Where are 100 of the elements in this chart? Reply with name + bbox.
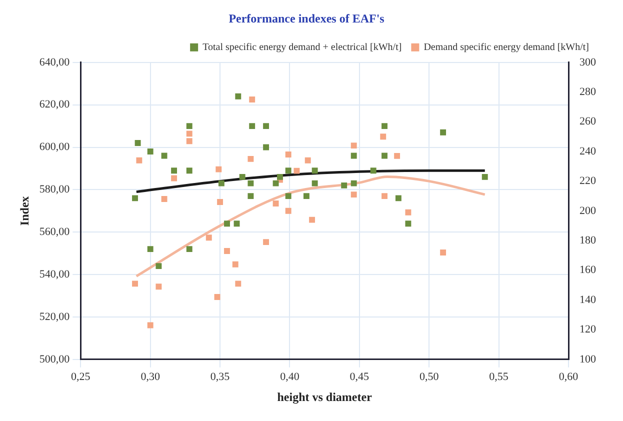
y-tick-label: 560,00 [39, 226, 70, 238]
point [272, 180, 279, 186]
point [232, 261, 238, 268]
point [309, 216, 316, 223]
point [312, 180, 318, 186]
point [248, 180, 254, 186]
y2-tick-label: 120 [580, 324, 596, 336]
point [186, 138, 192, 144]
x-tick-label: 0,40 [280, 370, 300, 383]
point [405, 220, 412, 227]
y2-tick-label: 280 [580, 86, 596, 98]
point [382, 152, 388, 159]
point [350, 192, 357, 198]
x-tick-label: 0,30 [140, 370, 160, 383]
point [224, 220, 230, 227]
point [263, 144, 270, 150]
point [249, 123, 256, 130]
y-tick-label: 580,00 [39, 184, 70, 196]
point [285, 168, 292, 174]
point [285, 193, 292, 200]
point [394, 152, 400, 159]
point [214, 294, 220, 300]
point [156, 284, 162, 290]
point [294, 168, 300, 174]
legend-label: Total specific energy demand + electrical [kWh/t] [202, 42, 402, 54]
legend-label: Demand specific energy demand [kWh/t] [424, 42, 590, 54]
point [161, 196, 168, 202]
point [206, 234, 212, 241]
y-tick-label: 640,00 [39, 56, 70, 68]
point [186, 168, 192, 174]
y2-tick-label: 300 [580, 56, 596, 68]
point [239, 174, 246, 180]
point [382, 193, 388, 200]
point [248, 156, 254, 162]
point [235, 93, 242, 100]
y-tick-label: 520,00 [39, 310, 70, 323]
y2-tick-label: 200 [580, 204, 596, 217]
point [217, 199, 224, 205]
y2-tick-label: 180 [580, 234, 596, 246]
point [134, 140, 141, 146]
point [147, 148, 154, 154]
point [303, 193, 310, 200]
point [382, 123, 388, 130]
y2-tick-label: 260 [580, 116, 596, 128]
point [234, 220, 240, 227]
point [161, 152, 168, 159]
y-tick-label: 620,00 [39, 98, 70, 111]
x-tick-label: 0,60 [558, 370, 579, 383]
x-tick-label: 0,25 [71, 370, 91, 383]
point [136, 157, 142, 164]
x-axis-title: height vs diameter [277, 390, 373, 404]
line-series [135, 175, 486, 278]
point [350, 180, 357, 186]
point [370, 168, 376, 174]
point [341, 182, 348, 188]
y-tick-label: 600,00 [39, 141, 70, 154]
point [285, 208, 292, 214]
point [440, 129, 446, 136]
point [218, 180, 224, 186]
point [263, 239, 270, 246]
point [224, 248, 230, 254]
point [249, 96, 256, 102]
x-tick-label: 0,45 [350, 370, 370, 383]
x-tick-label: 0,50 [419, 370, 440, 383]
point [132, 280, 138, 287]
point [248, 193, 254, 200]
point [186, 246, 192, 252]
point [440, 250, 446, 256]
point [235, 280, 242, 287]
point [186, 123, 192, 130]
y-tick-label: 540,00 [39, 268, 70, 280]
point [276, 174, 283, 180]
point [395, 195, 402, 202]
y2-tick-label: 240 [580, 145, 596, 158]
x-tick-label: 0,55 [489, 370, 509, 383]
point [312, 168, 318, 174]
point [405, 209, 412, 216]
point [171, 175, 178, 182]
point [482, 174, 488, 180]
point [263, 123, 270, 130]
point [216, 166, 222, 172]
point [147, 246, 154, 252]
line-series [135, 169, 486, 194]
point [350, 142, 357, 149]
point [147, 322, 154, 328]
point [272, 200, 279, 206]
y2-tick-label: 220 [580, 175, 596, 188]
point [304, 157, 311, 164]
point [186, 130, 192, 137]
point [132, 195, 138, 202]
point [171, 168, 178, 174]
y2-tick-label: 160 [580, 264, 596, 276]
x-tick-label: 0,35 [210, 370, 230, 383]
point [350, 152, 357, 159]
point [380, 134, 386, 140]
point [285, 151, 292, 158]
point [156, 263, 162, 270]
y-axis-title: Index [17, 196, 32, 226]
y2-tick-label: 100 [580, 353, 596, 366]
chart-title: Performance indexes of EAF's [228, 11, 385, 26]
